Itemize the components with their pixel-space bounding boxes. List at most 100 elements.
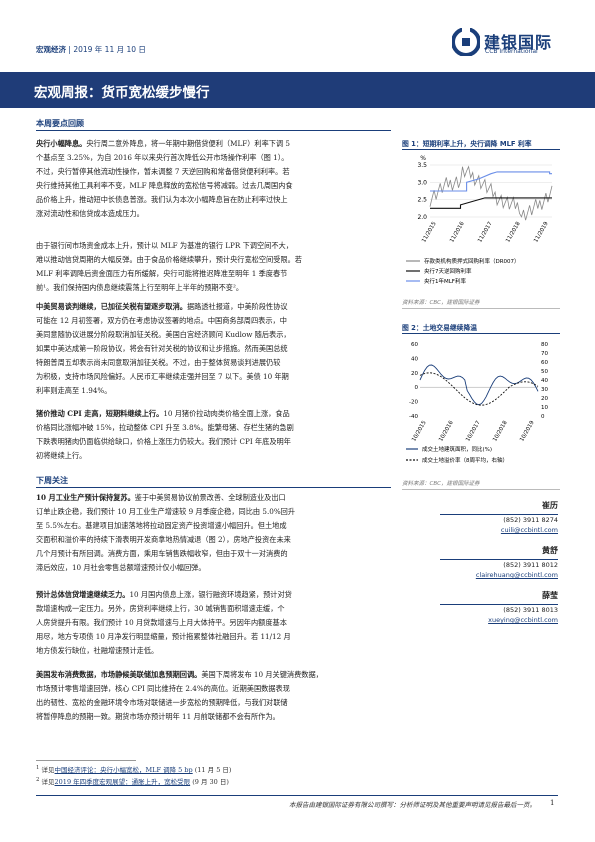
body-paragraph: 猪价推动 CPI 走高，短期料继续上行。10 月猪价拉动肉类价格全面上涨，食品价… <box>36 407 391 463</box>
body-paragraph: 由于银行间市场资金成本上升，预计以 MLF 为基准的银行 LPR 下调空间不大，… <box>36 239 391 295</box>
series-line-land-area <box>419 364 539 406</box>
x-tick-label: 10/2017 <box>465 420 482 443</box>
x-tick-label: 11/2019 <box>533 221 550 244</box>
x-tick-label: 11/2018 <box>505 221 522 244</box>
body-paragraph: 美国发布消费数据，市场静候美联储加息预期回调。美国下周将发布 10 月关键消费数… <box>36 668 391 724</box>
brand-logo: 建银国际 CCB International <box>452 26 572 60</box>
figure1-source: 资料来源：CBC，建银国际证券 <box>402 300 480 306</box>
y-tick-label: 3.0 <box>417 179 427 186</box>
brand-name-en: CCB International <box>485 48 538 55</box>
paragraph-line: 鉴于中美贸易协议前景改善、全球制造业及出口 <box>134 493 286 502</box>
footnote-divider <box>36 760 136 761</box>
paragraph-line: 前¹。我们保持国内债息继续震荡上行至明年上半年的预期不变²。 <box>36 283 244 292</box>
body-paragraph: 中美贸易谈判继续，已加征关税有望逐步取消。据路透社报道，中美阶段性协议可能在 1… <box>36 300 391 398</box>
footer-divider <box>36 795 558 796</box>
footnote-link[interactable]: 2019 年四季度宏观展望：通胀上升，宽松受限 <box>54 778 191 786</box>
paragraph-line: 美同意随协议进展分阶段取消加征关税。美国白宫经济顾问 Kudlow 随后表示， <box>36 330 291 339</box>
legend-label: 成交土地建筑面积，同比(%) <box>422 445 492 453</box>
section-heading-outlook: 下周关注 <box>36 476 68 485</box>
footnote-link[interactable]: 中国经济评论：央行小幅宽松，MLF 调降 5 bp <box>54 766 193 774</box>
analyst-phone: (852) 3911 8013 <box>503 606 558 614</box>
y-right-tick-label: 70 <box>541 351 548 357</box>
paragraph-lead: 中美贸易谈判继续，已加征关税有望逐步取消。 <box>36 302 187 311</box>
report-header: 宏观经济 | 2019 年 11 月 10 日 <box>36 45 146 54</box>
paragraph-line: 滞后效应，10 月社会零售总额增速预计仅小幅回弹。 <box>36 563 206 572</box>
analyst-name: 崔历 <box>542 501 558 510</box>
paragraph-line: 难以推动信贷周期的大幅反弹。由于食品价格继续攀升，预计央行宽松空间受限。若 <box>36 255 302 264</box>
body-paragraph: 预计总体信贷增速继续乏力。10 月国内债息上涨，银行融资环境趋紧，预计对贷款增速… <box>36 588 391 658</box>
paragraph-line: 至 5.5%左右。基建项目加速落地将拉动固定资产投资增速小幅回升。但土地成 <box>36 521 287 530</box>
paragraph-line: 人房贷提升有限。我们预计 10 月贷款增速与上月大体持平。另因年内额度基本 <box>36 618 287 627</box>
y-right-tick-label: 80 <box>541 342 548 348</box>
paragraph-line: 10 月国内债息上涨，银行融资环境趋紧，预计对贷 <box>129 590 292 599</box>
paragraph-lead: 预计总体信贷增速继续乏力。 <box>36 590 130 599</box>
figure-divider <box>402 489 560 490</box>
paragraph-line: 将暂停降息的预期一致。期货市场亦预计明年 11 月前联储都不会有所作为。 <box>36 712 280 721</box>
paragraph-line: 品价格上升，推动短中长债息普涨。我们认为本次小幅降息旨在防止利率过快上 <box>36 195 288 204</box>
paragraph-line: 地方债发行缺位，社融增速预计走低。 <box>36 646 159 655</box>
paragraph-line: 10 月猪价拉动肉类价格全面上涨，食品 <box>163 409 290 418</box>
analyst-email-link[interactable]: xueying@ccbintl.com <box>488 616 558 624</box>
body-paragraph: 央行小幅降息。央行周二意外降息，将一年期中期借贷便利（MLF）利率下调 5 个基点… <box>36 137 391 221</box>
footnote-2: 2 详见2019 年四季度宏观展望：通胀上升，宽松受限 (9 月 30 日) <box>36 776 229 786</box>
figure1-title: 图 1：短期利率上升，央行调降 MLF 利率 <box>402 140 532 148</box>
analyst-email-link[interactable]: cuili@ccbintl.com <box>500 526 558 534</box>
analyst-phone: (852) 3911 8012 <box>503 561 558 569</box>
y-tick-label: 3.5 <box>417 162 427 169</box>
section-divider <box>36 487 391 488</box>
figure1-chart: %3.5 3.0 2.5 2.011/2015 11/2016 11/2017 11/201… <box>406 155 553 285</box>
y-left-tick-label: -20 <box>409 400 418 406</box>
paragraph-line: MLF 利率调降后资金面压力有所缓解，央行可能将推迟降准至明年 1 季度春节 <box>36 269 288 278</box>
analyst-phone: (852) 3911 8274 <box>503 516 558 524</box>
ccb-logo-icon <box>452 28 480 56</box>
body-paragraph: 10 月工业生产预计保持复苏。鉴于中美贸易协议前景改善、全球制造业及出口 订单止跌… <box>36 491 391 575</box>
figure2-source: 资料来源：CBC，建银国际证券 <box>402 481 480 487</box>
analyst-email-link[interactable]: clairehuang@ccbintl.com <box>475 571 558 579</box>
paragraph-line: 不过，央行暂停其他流动性操作，暂未调整 7 天逆回购和常备借贷便利利率。若 <box>36 167 290 176</box>
x-tick-label: 11/2015 <box>421 221 438 244</box>
figure-divider <box>402 149 560 150</box>
series-line-dr007 <box>429 165 553 221</box>
page-title: 宏观周报：货币宽松缓步慢行 <box>34 85 210 101</box>
paragraph-line: 可能在 12 月初签署，双方仍在考虑协议签署的地点。中国商务部周四表示，中 <box>36 316 287 325</box>
footer-disclaimer: 本报告由建银国际证券有限公司撰写：分析师证明及其他重要声明请见报告最后一页。 <box>289 801 536 809</box>
paragraph-line: 据路透社报道，中美阶段性协议 <box>186 302 288 311</box>
footnote-1: 1 详见中国经济评论：央行小幅宽松，MLF 调降 5 bp (11 月 5 日) <box>36 764 232 774</box>
paragraph-line: 出的韧性、宽松的金融环境令市场对联储进一步宽松的预期降低，与我们对联储 <box>36 698 288 707</box>
page-number: 1 <box>550 799 555 807</box>
y-right-tick-label: 30 <box>541 387 548 393</box>
paragraph-lead: 10 月工业生产预计保持复苏。 <box>36 493 135 502</box>
legend-label: 央行1年MLF利率 <box>424 277 466 285</box>
figure2-chart: 60 40 20 0 -20 -40 80 70 60 50 40 30 20 10 0 10/2015 10/… <box>406 342 548 464</box>
paragraph-line: 为积极，支持市场风险偏好。人民币汇率继续走强并回至 7 以下。美债 10 年期 <box>36 372 289 381</box>
y-left-tick-label: 60 <box>411 342 418 348</box>
paragraph-line: 初将继续上行。 <box>36 451 87 460</box>
paragraph-line: 美国下周将发布 10 月关键消费数据， <box>201 670 323 679</box>
y-left-tick-label: 0 <box>415 385 419 391</box>
report-category: 宏观经济 <box>36 45 66 54</box>
x-tick-label: 10/2019 <box>519 420 536 443</box>
series-line-reverse-repo <box>430 197 552 209</box>
paragraph-line: 央行维持其他工具利率不变，MLF 降息释放的宽松信号将减弱。过去几周国内食 <box>36 181 293 190</box>
paragraph-line: 几个月预计有所回调。消费方面，乘用车销售跌幅收窄，但由于双十一对消费的 <box>36 549 288 558</box>
x-tick-label: 10/2018 <box>492 420 509 443</box>
paragraph-line: 央行周二意外降息，将一年期中期借贷便利（MLF）利率下调 5 <box>86 139 290 148</box>
y-tick-label: 2.0 <box>417 214 427 221</box>
legend-label: 央行7天逆回购利率 <box>424 267 472 275</box>
series-line-premium <box>419 372 539 406</box>
x-tick-label: 11/2017 <box>477 221 494 244</box>
paragraph-line: 市场预计零售增速回弹，核心 CPI 同比维持在 2.4%的高位。近期美国数据表现 <box>36 684 290 693</box>
analyst-name: 薛莹 <box>542 591 558 600</box>
report-date: 2019 年 11 月 10 日 <box>73 45 146 54</box>
paragraph-line: 款增速构成一定压力。另外，房贷利率继续上行，30 城销售面积增速走缓，个 <box>36 604 285 613</box>
x-tick-label: 10/2015 <box>411 420 428 443</box>
y-right-tick-label: 60 <box>541 360 548 366</box>
y-left-tick-label: 40 <box>411 356 418 362</box>
figure-divider <box>402 308 560 309</box>
brand-name-cn: 建银国际 <box>484 33 553 52</box>
analyst-card: 黄舒 (852) 3911 8012 clairehuang@ccbintl.c… <box>440 545 558 580</box>
paragraph-line: 用尽，地方专项债 10 月净发行明显缩量，预计拖累整体社融回升。若 11/12 … <box>36 632 291 641</box>
y-left-tick-label: 20 <box>411 371 418 377</box>
paragraph-line: 如果中美达成第一阶段协议，将会有针对关税的协议和让步措施。然而美国总统 <box>36 344 288 353</box>
legend-label: 成交土地溢价率（8周平均，右轴） <box>422 456 508 464</box>
